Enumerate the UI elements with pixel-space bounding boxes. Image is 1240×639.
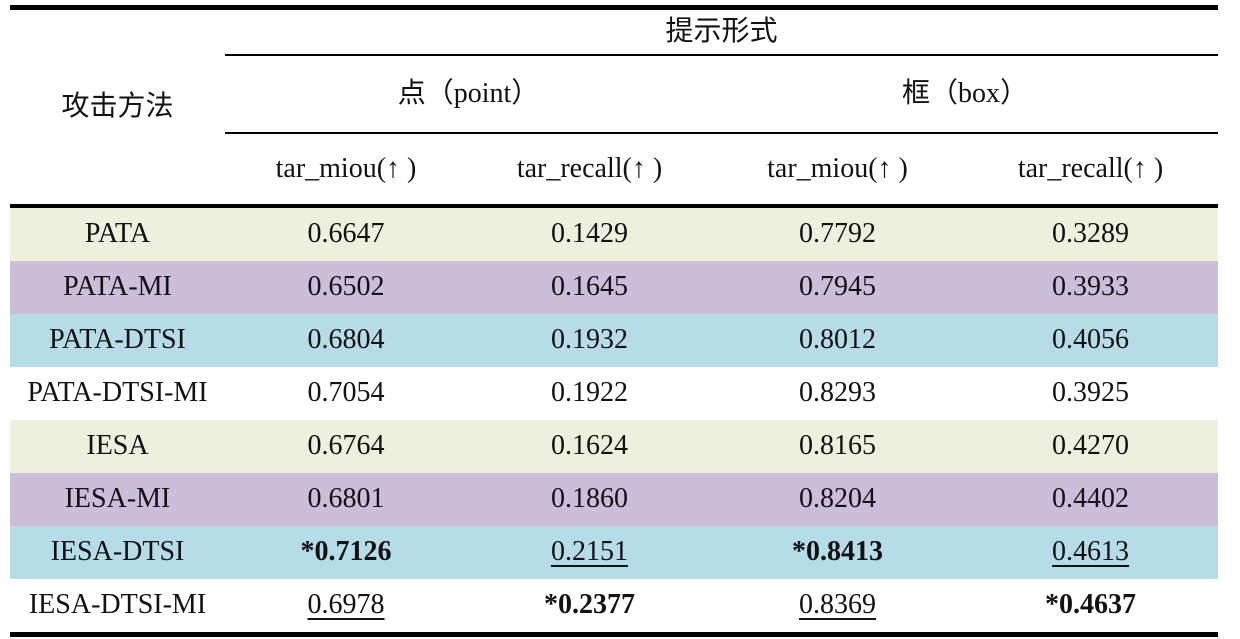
- value-cell: 0.4270: [1052, 430, 1129, 462]
- table-row: IESA-DTSI-MI 0.6978 *0.2377 0.8369 *0.4637: [10, 579, 1219, 635]
- sub-header-box-tar-miou: tar_miou(↑ ): [712, 133, 963, 208]
- table-row: PATA-DTSI-MI 0.7054 0.1922 0.8293 0.3925: [10, 367, 1219, 420]
- value-cell: *0.4637: [1045, 589, 1136, 621]
- method-cell: IESA-DTSI-MI: [28, 589, 207, 621]
- value-cell: 0.4613: [1052, 536, 1129, 568]
- value-cell: 0.6647: [307, 218, 385, 250]
- method-cell: IESA-DTSI: [50, 536, 185, 568]
- value-cell: 0.8165: [799, 430, 876, 462]
- value-cell: *0.7126: [300, 536, 392, 568]
- value-cell: 0.6978: [307, 589, 385, 621]
- value-cell: 0.6502: [307, 271, 385, 303]
- value-cell: 0.8293: [799, 377, 876, 409]
- header-row-prompt-form: 攻击方法 提示形式: [10, 7, 1219, 208]
- method-cell: IESA: [86, 430, 149, 462]
- value-cell: 0.8204: [799, 483, 876, 515]
- value-cell: 0.1624: [551, 430, 628, 462]
- value-cell: 0.7792: [799, 218, 876, 250]
- table-row: PATA 0.6647 0.1429 0.7792 0.3289: [10, 206, 1219, 261]
- group-header-point: 点（point）: [225, 55, 712, 134]
- method-cell: PATA-MI: [63, 271, 172, 303]
- prompt-form-header: 提示形式: [225, 7, 1219, 56]
- value-cell: 0.4402: [1052, 483, 1129, 515]
- group-header-box: 框（box）: [712, 55, 1219, 134]
- sub-header-point-tar-miou: tar_miou(↑ ): [225, 133, 467, 208]
- value-cell: 0.3933: [1052, 271, 1129, 303]
- value-cell: 0.6764: [307, 430, 385, 462]
- value-cell: 0.7054: [307, 377, 385, 409]
- sub-header-point-tar-recall: tar_recall(↑ ): [467, 133, 712, 208]
- header-row-groups: 点（point） 框（box）: [10, 55, 1219, 134]
- method-cell: PATA-DTSI: [49, 324, 186, 356]
- value-cell: 0.4056: [1052, 324, 1129, 356]
- attack-method-header: 攻击方法: [10, 7, 225, 208]
- value-cell: 0.6801: [307, 483, 385, 515]
- table-header: 攻击方法 提示形式 点（point） 框（box） tar_miou(↑ ) t…: [10, 7, 1219, 208]
- value-cell: 0.1922: [551, 377, 628, 409]
- table-row: IESA-DTSI *0.7126 0.2151 *0.8413 0.4613: [10, 526, 1219, 579]
- value-cell: 0.1645: [551, 271, 628, 303]
- value-cell: 0.3289: [1052, 218, 1129, 250]
- table-body: PATA 0.6647 0.1429 0.7792 0.3289 PATA-MI 0.650…: [10, 206, 1219, 635]
- method-cell: IESA-MI: [64, 483, 171, 515]
- table-row: IESA-MI 0.6801 0.1860 0.8204 0.4402: [10, 473, 1219, 526]
- table-row: PATA-DTSI 0.6804 0.1932 0.8012 0.4056: [10, 314, 1219, 367]
- value-cell: 0.1860: [551, 483, 628, 515]
- value-cell: 0.8012: [799, 324, 876, 356]
- header-row-metrics: tar_miou(↑ ) tar_recall(↑ ) tar_miou(↑ )…: [10, 133, 1219, 208]
- method-cell: PATA-DTSI-MI: [27, 377, 208, 409]
- table-row: IESA 0.6764 0.1624 0.8165 0.4270: [10, 420, 1219, 473]
- value-cell: 0.2151: [551, 536, 628, 568]
- value-cell: 0.1932: [551, 324, 628, 356]
- value-cell: *0.8413: [792, 536, 883, 568]
- value-cell: 0.7945: [799, 271, 876, 303]
- value-cell: 0.3925: [1052, 377, 1129, 409]
- method-cell: PATA: [84, 218, 151, 250]
- table-row: PATA-MI 0.6502 0.1645 0.7945 0.3933: [10, 261, 1219, 314]
- value-cell: 0.1429: [551, 218, 628, 250]
- value-cell: *0.2377: [544, 589, 635, 621]
- value-cell: 0.6804: [307, 324, 385, 356]
- sub-header-box-tar-recall: tar_recall(↑ ): [963, 133, 1219, 208]
- results-table: 攻击方法 提示形式 点（point） 框（box） tar_miou(↑ ) t…: [10, 5, 1219, 637]
- value-cell: 0.8369: [799, 589, 876, 621]
